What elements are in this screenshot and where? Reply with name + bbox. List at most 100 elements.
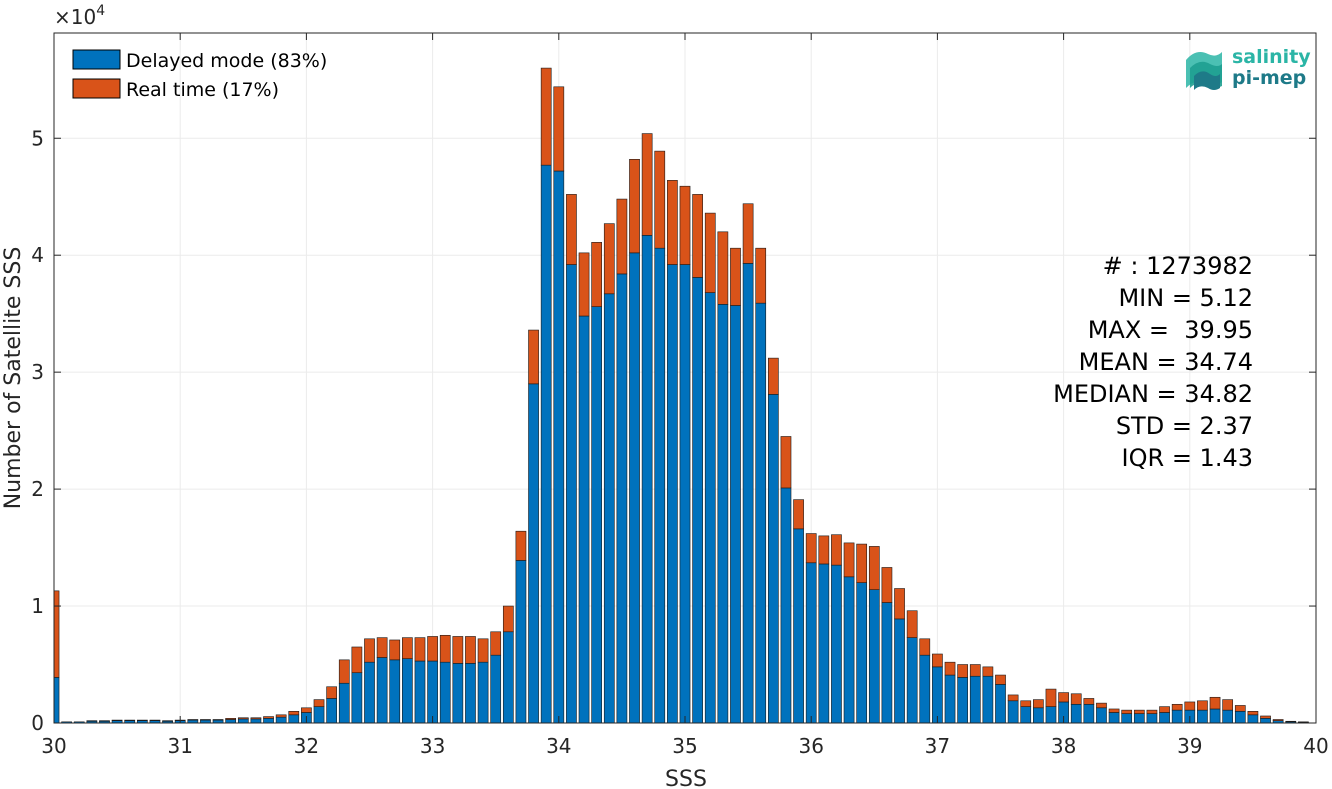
bar-delayed-mode (805, 562, 817, 724)
y-axis-title: Number of Satellite SSS (1, 247, 26, 510)
stats-annotation: # : 1273982 MIN = 5.12 MAX = 39.95 MEAN … (1053, 252, 1253, 472)
bar-delayed-mode (465, 663, 476, 724)
bar-real-time (894, 588, 905, 620)
x-tick-label: 33 (420, 734, 445, 758)
legend-label-delayed: Delayed mode (83%) (126, 50, 327, 72)
x-tick-label: 35 (672, 734, 697, 758)
stat-median: MEDIAN = 34.82 (1053, 380, 1253, 408)
bar-real-time (351, 646, 363, 674)
bar-real-time (1171, 703, 1183, 711)
bar-real-time (465, 636, 476, 664)
bar-real-time (1083, 698, 1095, 705)
bar-delayed-mode (250, 718, 262, 724)
bar-delayed-mode (894, 618, 905, 724)
bar-real-time (868, 546, 880, 590)
x-tick-label: 34 (546, 734, 571, 758)
x-tick-label: 40 (1303, 734, 1328, 758)
legend-swatch-delayed (72, 49, 121, 70)
bar-real-time (338, 659, 350, 684)
bar-real-time (717, 231, 729, 305)
bar-delayed-mode (364, 661, 375, 724)
bar-delayed-mode (742, 263, 754, 724)
x-axis-title: SSS (665, 767, 707, 789)
bar-delayed-mode (275, 716, 287, 724)
bar-real-time (679, 185, 691, 265)
bar-delayed-mode (780, 487, 792, 724)
bar-delayed-mode (1222, 709, 1234, 724)
bar-real-time (364, 638, 375, 663)
bar-real-time (730, 247, 741, 306)
stat-max: MAX = 39.95 (1088, 316, 1253, 344)
bar-real-time (439, 634, 451, 663)
bar-real-time (53, 590, 60, 678)
y-tick-label: 3 (31, 360, 44, 384)
bar-real-time (237, 717, 249, 720)
bar-real-time (376, 637, 388, 658)
x-tick-label: 38 (1051, 734, 1076, 758)
bar-real-time (944, 661, 956, 676)
bar-real-time (288, 711, 300, 716)
bar-delayed-mode (881, 602, 893, 724)
bar-real-time (225, 718, 237, 720)
bar-delayed-mode (1209, 708, 1221, 724)
bar-real-time (1108, 708, 1120, 713)
bar-real-time (1209, 696, 1221, 710)
bar-real-time (1070, 693, 1082, 705)
bar-delayed-mode (578, 315, 590, 724)
bar-delayed-mode (452, 663, 464, 724)
bar-delayed-mode (1045, 706, 1057, 724)
bar-delayed-mode (1096, 707, 1107, 724)
stat-mean: MEAN = 34.74 (1079, 348, 1253, 376)
bar-real-time (1272, 719, 1284, 721)
bar-real-time (477, 638, 489, 663)
y-multiplier-exponent: 4 (96, 3, 105, 19)
bar-delayed-mode (767, 394, 779, 724)
bar-delayed-mode (540, 164, 552, 724)
bar-real-time (603, 223, 615, 295)
bar-real-time (528, 329, 539, 385)
bar-real-time (515, 530, 527, 561)
bar-delayed-mode (515, 560, 527, 724)
bar-delayed-mode (1197, 709, 1208, 724)
bar-delayed-mode (641, 235, 653, 724)
bar-real-time (692, 194, 703, 278)
bar-delayed-mode (818, 563, 830, 724)
bar-real-time (149, 719, 161, 721)
bar-delayed-mode (1007, 700, 1019, 724)
bar-delayed-mode (982, 675, 994, 724)
legend-swatch-realtime (72, 78, 121, 99)
bar-real-time (906, 610, 918, 638)
bar-real-time (831, 534, 842, 566)
bar-delayed-mode (338, 682, 350, 724)
logo-text-salinity: salinity (1232, 46, 1311, 68)
bar-delayed-mode (237, 718, 249, 724)
bar-real-time (767, 357, 779, 395)
bar-real-time (616, 198, 628, 275)
bar-delayed-mode (376, 657, 388, 724)
bar-real-time (667, 180, 678, 265)
bar-real-time (124, 719, 136, 721)
bar-delayed-mode (1234, 711, 1246, 724)
bar-delayed-mode (755, 302, 767, 724)
bar-real-time (1159, 706, 1170, 713)
bar-real-time (389, 639, 401, 661)
bar-real-time (578, 252, 590, 317)
bar-real-time (1298, 721, 1309, 723)
bar-real-time (250, 717, 262, 720)
bar-real-time (99, 720, 110, 722)
bar-real-time (629, 159, 640, 254)
bar-delayed-mode (654, 247, 666, 724)
bar-delayed-mode (351, 672, 363, 724)
bar-real-time (1121, 709, 1133, 714)
bar-real-time (742, 203, 754, 264)
bar-real-time (881, 567, 893, 603)
bar-real-time (275, 714, 287, 718)
legend: Delayed mode (83%) Real time (17%) (72, 49, 327, 101)
bar-delayed-mode (730, 305, 741, 724)
bar-delayed-mode (1108, 712, 1120, 724)
bar-real-time (1045, 688, 1057, 707)
bar-real-time (1285, 720, 1297, 723)
salinity-pimep-logo: salinity pi-mep (1186, 46, 1311, 90)
